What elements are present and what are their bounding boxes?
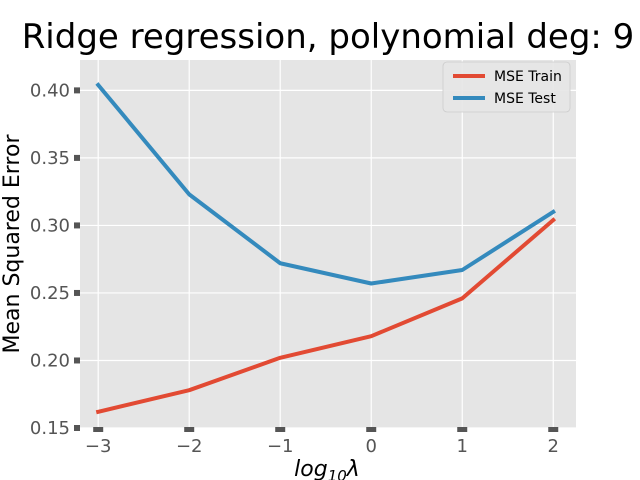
x-axis-label: log10λ (294, 457, 360, 480)
grid (80, 60, 576, 429)
x-tick-label: 2 (548, 436, 559, 457)
series-line-mse-train (95, 217, 557, 415)
y-tick-label: 0.30 (30, 215, 70, 236)
y-tick-mark (74, 154, 80, 161)
x-tick-mark (184, 427, 195, 432)
y-tick-mark (74, 425, 80, 431)
ticks: −3 −2 −1 0 1 2 0.15 0.20 0.25 0.30 0.35 0.40 (30, 80, 559, 457)
legend: MSE Train MSE Test (442, 61, 571, 113)
y-tick-label: 0.40 (30, 80, 70, 101)
x-tick-mark (457, 427, 468, 432)
y-tick-mark (74, 87, 80, 94)
y-tick-label: 0.25 (30, 283, 70, 304)
y-tick-label: 0.15 (30, 418, 70, 439)
x-tick-label: −3 (85, 436, 112, 457)
x-tick-mark (93, 427, 104, 432)
y-axis-label: Mean Squared Error (0, 134, 25, 354)
x-tick-mark (366, 427, 377, 432)
y-tick-label: 0.35 (30, 148, 70, 169)
chart-title: Ridge regression, polynomial deg: 9 (22, 17, 635, 57)
plot-area (80, 60, 576, 428)
x-tick-label: 1 (457, 436, 468, 457)
legend-label-mse-train: MSE Train (494, 69, 562, 85)
x-tick-label: 0 (366, 436, 377, 457)
x-tick-mark (548, 427, 559, 432)
series-line-mse-test (95, 82, 557, 286)
x-tick-mark (275, 427, 286, 432)
x-tick-label: −1 (267, 436, 294, 457)
x-axis-label-base: log (294, 457, 328, 480)
y-tick-label: 0.20 (30, 350, 70, 371)
x-tick-label: −2 (176, 436, 203, 457)
y-tick-mark (74, 357, 80, 364)
x-axis-label-sub: 10 (328, 467, 347, 480)
y-tick-mark (74, 289, 80, 296)
series-lines (95, 82, 557, 415)
y-tick-mark (74, 222, 80, 229)
legend-label-mse-test: MSE Test (494, 91, 556, 107)
x-axis-label-symbol: λ (346, 457, 360, 480)
